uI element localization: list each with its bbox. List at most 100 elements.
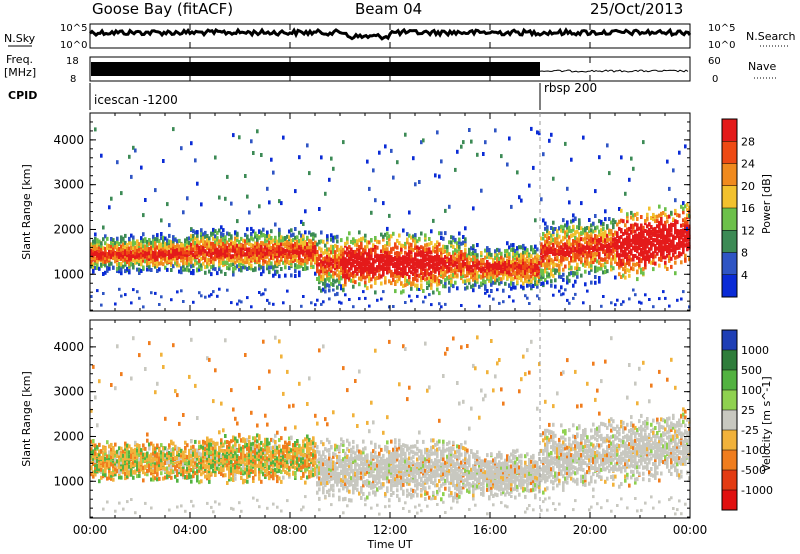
power-cell <box>360 257 363 262</box>
power-cell <box>592 240 595 245</box>
power-cell <box>428 293 431 297</box>
power-cell <box>290 244 293 249</box>
power-cell <box>394 244 397 249</box>
power-cell <box>190 246 193 251</box>
power-cell <box>440 265 443 270</box>
power-cell <box>654 246 657 251</box>
power-cell <box>400 290 403 295</box>
power-cell <box>450 273 453 278</box>
power-cell <box>192 256 195 261</box>
power-cell <box>200 263 203 268</box>
velocity-cell <box>122 463 125 468</box>
power-cell <box>274 222 277 227</box>
power-cell <box>664 220 667 225</box>
velocity-cell <box>118 501 121 505</box>
power-cell <box>356 261 359 266</box>
power-cell <box>106 265 109 270</box>
power-cell <box>588 247 591 252</box>
power-cell <box>584 226 587 231</box>
power-cell <box>156 237 159 242</box>
power-cell <box>218 287 221 291</box>
power-cell <box>434 243 437 248</box>
power-cell <box>250 248 253 253</box>
power-cell <box>568 241 571 246</box>
power-cell <box>222 228 225 233</box>
power-cell <box>584 245 587 250</box>
power-cell <box>286 289 289 293</box>
power-cell <box>370 277 373 282</box>
velocity-cell <box>98 379 101 384</box>
power-cell <box>250 256 253 261</box>
power-cell <box>334 266 337 271</box>
power-cell <box>426 262 429 267</box>
power-cell <box>540 281 543 286</box>
power-cell <box>130 241 133 246</box>
power-cell <box>566 186 569 191</box>
power-cell <box>344 257 347 262</box>
power-cell <box>432 248 435 253</box>
velocity-cell <box>102 474 105 479</box>
power-cell <box>354 264 357 269</box>
power-cell <box>682 201 685 206</box>
power-cell <box>372 260 375 265</box>
power-cell <box>314 240 317 245</box>
power-cell <box>636 211 639 216</box>
power-cell <box>562 277 565 282</box>
power-cell <box>336 245 339 249</box>
velocity-cell <box>118 446 121 451</box>
power-cell <box>608 242 611 247</box>
power-cell <box>188 268 191 273</box>
power-cell <box>116 269 119 273</box>
power-cell <box>660 216 663 221</box>
power-cell <box>426 242 429 247</box>
power-cell <box>432 258 435 262</box>
power-cell <box>254 231 257 236</box>
power-cell <box>252 243 255 248</box>
power-cell <box>262 258 265 263</box>
power-cell <box>428 258 431 263</box>
power-cell <box>508 136 511 141</box>
velocity-cell <box>110 447 113 452</box>
power-cell <box>620 243 623 248</box>
velocity-cell <box>96 445 99 450</box>
power-cell <box>420 275 423 280</box>
power-cell <box>606 249 609 254</box>
power-cell <box>336 278 339 283</box>
power-cell <box>662 245 665 250</box>
power-cell <box>190 141 193 146</box>
power-cell <box>224 235 227 240</box>
velocity-cell <box>106 463 109 468</box>
power-cell <box>444 231 447 236</box>
power-cell <box>578 243 581 248</box>
power-cell <box>456 257 459 262</box>
power-cell <box>586 232 589 237</box>
power-cell <box>292 249 295 254</box>
velocity-cell <box>120 452 123 457</box>
power-cell <box>380 232 383 237</box>
velocity-cell <box>120 469 123 474</box>
velocity-cell <box>136 460 139 465</box>
power-cell <box>368 304 371 308</box>
power-cell <box>584 236 587 241</box>
power-cell <box>266 249 269 254</box>
power-cell <box>444 259 447 264</box>
power-cell <box>320 269 323 274</box>
power-cell <box>642 238 645 243</box>
power-cell <box>328 263 331 268</box>
power-cell <box>346 236 349 241</box>
power-cell <box>378 268 381 273</box>
power-cell <box>500 267 503 271</box>
power-cell <box>412 265 415 270</box>
power-cell <box>572 218 575 223</box>
power-cell <box>558 289 561 293</box>
power-cell <box>472 251 475 256</box>
power-cell <box>304 263 307 268</box>
power-cell <box>444 278 447 283</box>
power-cell <box>504 270 507 275</box>
power-cell <box>664 296 667 300</box>
power-cell <box>370 250 373 255</box>
power-cell <box>396 262 399 267</box>
velocity-cell <box>112 477 115 482</box>
power-cell <box>488 255 491 260</box>
power-cell <box>470 268 473 273</box>
